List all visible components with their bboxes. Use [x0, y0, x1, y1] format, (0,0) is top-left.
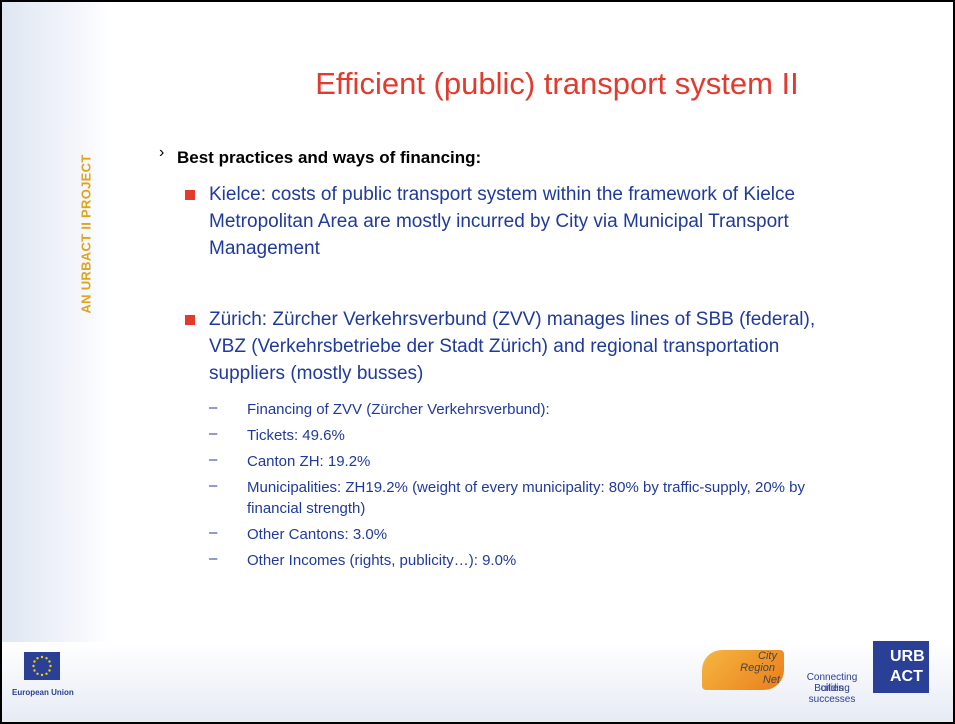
sub-bullet: Tickets: 49.6%	[247, 427, 345, 444]
eu-flag	[24, 652, 60, 680]
project-label: AN URBACT II PROJECT	[78, 154, 94, 314]
logo-text: Net	[762, 674, 780, 686]
sub-bullet: Other Cantons: 3.0%	[247, 526, 388, 543]
urbact-logo	[873, 641, 929, 693]
sub-bullet: Other Incomes (rights, publicity…): 9.0%	[247, 552, 517, 569]
logo-text: ACT	[890, 668, 923, 685]
dash-marker: –	[209, 425, 218, 442]
bullet-marker	[185, 315, 195, 325]
chevron: ›	[159, 144, 165, 161]
heading: Best practices and ways of financing:	[177, 148, 482, 167]
sub-bullet: Canton ZH: 19.2%	[247, 453, 371, 470]
dash-marker: –	[209, 451, 218, 468]
dash-marker: –	[209, 524, 218, 541]
bullet-text: Zürich: Zürcher Verkehrsverbund (ZVV) ma…	[209, 309, 816, 384]
tagline: Building successes	[808, 683, 856, 705]
slide-title: Efficient (public) transport system II	[315, 66, 799, 101]
dash-marker: –	[209, 477, 218, 494]
eu-label: European Union	[12, 688, 74, 697]
dash-marker: –	[209, 399, 218, 416]
city-region-logo	[702, 650, 784, 690]
bullet-marker	[185, 190, 195, 200]
sub-bullet: Municipalities: ZH19.2% (weight of every…	[247, 479, 806, 517]
logo-text: Region	[740, 662, 775, 674]
footer-band	[2, 642, 953, 722]
logo-text: URB	[890, 648, 925, 665]
bullet-text: Kielce: costs of public transport system…	[209, 184, 796, 259]
dash-marker: –	[209, 550, 218, 567]
tagline: Connecting cities	[806, 672, 858, 694]
logo-text: City	[758, 650, 777, 662]
sub-bullet: Financing of ZVV (Zürcher Verkehrsverbun…	[247, 401, 550, 418]
sidebar	[2, 2, 110, 722]
